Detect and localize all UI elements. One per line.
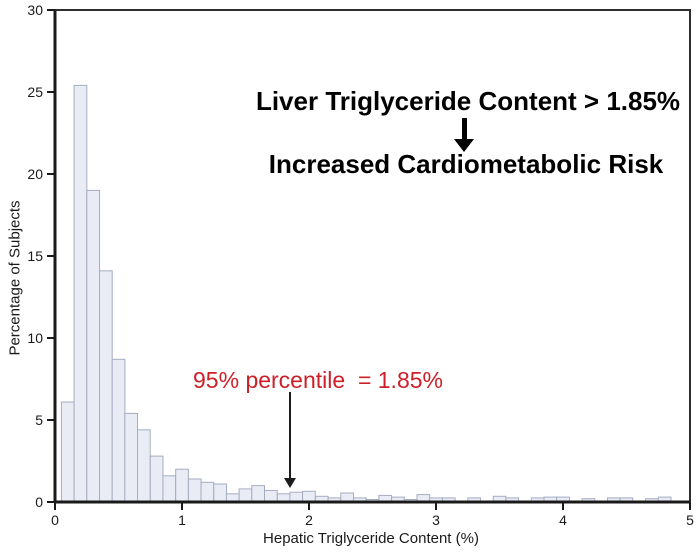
histogram-bar <box>264 490 278 503</box>
histogram-bar <box>60 401 75 503</box>
down-arrow-head <box>454 139 474 152</box>
annotation-risk-condition: Liver Triglyceride Content > 1.85% <box>255 86 681 116</box>
histogram-bar <box>86 189 101 503</box>
percentile-arrow-head <box>283 478 296 488</box>
y-tick-label: 25 <box>27 84 43 100</box>
x-axis-title: Hepatic Triglyceride Content (%) <box>263 530 479 547</box>
histogram-bar <box>99 270 113 503</box>
y-tick-label: 30 <box>27 2 43 18</box>
x-tick-label: 2 <box>305 512 313 528</box>
y-axis-title: Percentage of Subjects <box>6 200 24 356</box>
histogram-bar <box>124 412 139 503</box>
y-tick-label: 5 <box>35 412 43 428</box>
histogram-bar <box>111 358 126 503</box>
histogram-bar <box>137 429 151 503</box>
x-tick-label: 1 <box>178 512 186 528</box>
histogram-bar <box>251 485 266 503</box>
histogram-bar <box>213 483 228 503</box>
x-tick-label: 4 <box>559 512 567 528</box>
percentile-down-arrow-icon <box>283 392 296 488</box>
y-tick-label: 15 <box>27 248 43 264</box>
down-arrow-icon <box>454 118 474 152</box>
histogram-bar <box>187 478 202 503</box>
histogram-bar <box>238 488 253 503</box>
y-tick-label: 0 <box>35 494 43 510</box>
y-tick-label: 20 <box>27 166 43 182</box>
y-tick-label: 10 <box>27 330 43 346</box>
histogram-bar <box>73 84 88 503</box>
x-tick-label: 0 <box>51 512 59 528</box>
histogram-bar <box>175 468 189 503</box>
histogram-bar <box>149 455 164 503</box>
percentile-arrow-stem <box>288 392 291 478</box>
annotation-percentile-label: 95% percentile = 1.85% <box>193 367 443 393</box>
down-arrow-stem <box>461 118 467 139</box>
plot-frame <box>54 9 691 503</box>
histogram-bar <box>200 481 215 503</box>
x-tick-label: 5 <box>686 512 694 528</box>
annotation-risk-outcome: Increased Cardiometabolic Risk <box>268 149 664 179</box>
histogram-bar <box>302 490 316 503</box>
histogram-bar <box>162 475 177 503</box>
x-tick-label: 3 <box>432 512 440 528</box>
